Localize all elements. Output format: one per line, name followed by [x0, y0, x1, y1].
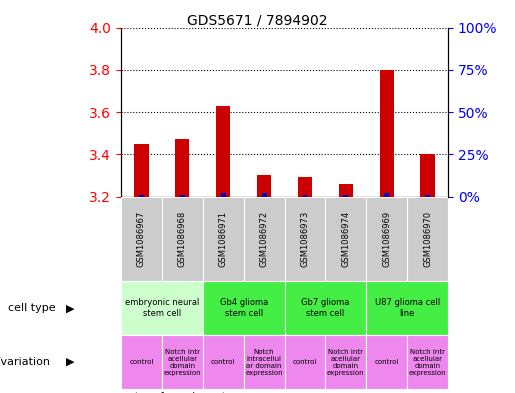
Text: control: control	[129, 359, 153, 365]
Bar	[216, 106, 230, 196]
Bar	[407, 335, 448, 389]
Bar	[162, 335, 203, 389]
Text: GDS5671 / 7894902: GDS5671 / 7894902	[187, 14, 328, 28]
Text: U87 glioma cell
line: U87 glioma cell line	[374, 299, 440, 318]
Bar	[121, 335, 162, 389]
Bar	[344, 195, 348, 196]
Text: control: control	[211, 359, 235, 365]
Bar	[366, 281, 448, 335]
Text: ▶: ▶	[65, 357, 74, 367]
Bar	[139, 195, 144, 196]
Bar	[244, 335, 284, 389]
Bar	[420, 154, 435, 196]
Bar	[262, 193, 267, 196]
Text: GSM1086967: GSM1086967	[137, 211, 146, 267]
Text: Notch
intracellul
ar domain
expression: Notch intracellul ar domain expression	[245, 349, 283, 376]
Bar	[407, 196, 448, 281]
Text: cell type: cell type	[8, 303, 56, 313]
Text: Notch intr
acellular
domain
expression: Notch intr acellular domain expression	[409, 349, 447, 376]
Text: transformed count: transformed count	[135, 392, 226, 393]
Bar	[366, 196, 407, 281]
Bar	[244, 196, 284, 281]
Text: control: control	[293, 359, 317, 365]
Text: GSM1086969: GSM1086969	[382, 211, 391, 267]
Text: Notch intr
acellular
domain
expression: Notch intr acellular domain expression	[164, 349, 201, 376]
Bar	[384, 193, 389, 196]
Bar	[162, 196, 203, 281]
Text: GSM1086972: GSM1086972	[260, 211, 269, 267]
Bar	[325, 196, 366, 281]
Text: GSM1086974: GSM1086974	[341, 211, 350, 267]
Text: Notch intr
acellular
domain
expression: Notch intr acellular domain expression	[327, 349, 365, 376]
Text: GSM1086971: GSM1086971	[219, 211, 228, 267]
Text: GSM1086968: GSM1086968	[178, 211, 187, 267]
Bar	[203, 335, 244, 389]
Bar	[180, 195, 185, 196]
Bar	[284, 196, 325, 281]
Bar	[284, 335, 325, 389]
Text: control: control	[374, 359, 399, 365]
Text: ▶: ▶	[65, 303, 74, 313]
Text: embryonic neural
stem cell: embryonic neural stem cell	[125, 299, 199, 318]
Bar	[284, 281, 366, 335]
Text: GSM1086973: GSM1086973	[300, 211, 310, 267]
Bar	[339, 184, 353, 196]
Bar	[203, 196, 244, 281]
Bar	[175, 140, 190, 196]
Bar	[257, 175, 271, 196]
Text: genotype/variation: genotype/variation	[0, 357, 50, 367]
Bar	[302, 195, 307, 196]
Bar	[366, 335, 407, 389]
Text: Gb7 glioma
stem cell: Gb7 glioma stem cell	[301, 299, 350, 318]
Bar	[203, 281, 284, 335]
Bar	[221, 193, 226, 196]
Bar	[325, 335, 366, 389]
Bar	[380, 70, 394, 196]
Bar	[121, 281, 203, 335]
Bar	[425, 195, 430, 196]
Bar	[134, 144, 149, 196]
Text: Gb4 glioma
stem cell: Gb4 glioma stem cell	[219, 299, 268, 318]
Bar	[121, 196, 162, 281]
Bar	[298, 178, 312, 196]
Text: GSM1086970: GSM1086970	[423, 211, 432, 267]
